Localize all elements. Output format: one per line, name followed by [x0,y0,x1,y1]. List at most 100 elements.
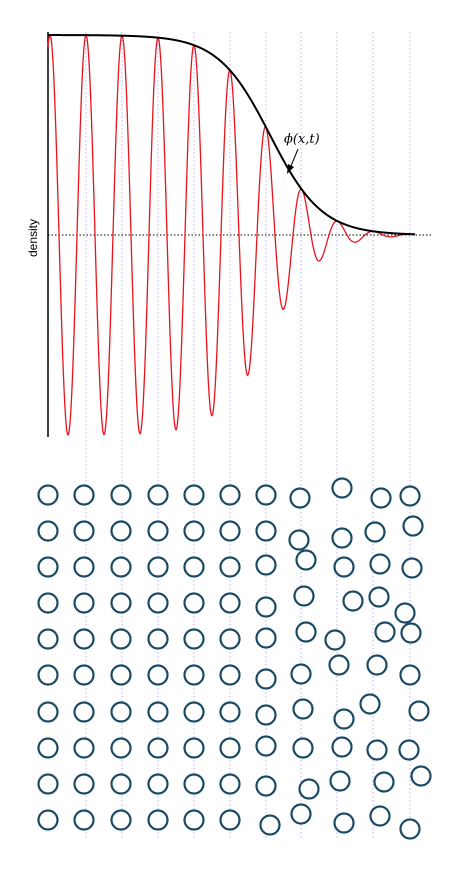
particle [183,737,205,759]
particle [298,778,320,800]
particle [219,773,241,795]
particle [110,737,132,759]
particle [399,485,421,507]
particle [402,515,424,537]
particle [73,773,95,795]
particle [147,809,169,831]
particle [290,663,312,685]
particle [410,765,432,787]
y-axis-label: density [26,219,40,257]
particle [219,556,241,578]
particle [399,818,421,840]
particle [219,592,241,614]
particle [219,664,241,686]
particle [147,556,169,578]
particle [219,484,241,506]
particle [292,737,314,759]
particle [359,693,381,715]
envelope-curve-phi [48,34,416,236]
particle [255,735,277,757]
particle [408,700,430,722]
particle [219,628,241,650]
particle [183,664,205,686]
particle [73,701,95,723]
particle [219,809,241,831]
particle [255,704,277,726]
particle [364,521,386,543]
particle [292,698,314,720]
particle [373,771,395,793]
particle [331,477,353,499]
particle [37,592,59,614]
particle [37,520,59,542]
particle [369,805,391,827]
particle [255,668,277,690]
particle [147,737,169,759]
particle [147,592,169,614]
particle [183,809,205,831]
particle [73,520,95,542]
particle [399,664,421,686]
particle [37,737,59,759]
particle [110,592,132,614]
particle [183,484,205,506]
particle [398,739,420,761]
particle [369,553,391,575]
particle [110,701,132,723]
particle [183,773,205,795]
particle [37,701,59,723]
particle [333,812,355,834]
particle-lattice [37,477,432,840]
particle [295,549,317,571]
particle [219,737,241,759]
particle [183,628,205,650]
particle [366,654,388,676]
particle [110,556,132,578]
particle [73,737,95,759]
particle [259,814,281,836]
particle [374,621,396,643]
oscillating-density-wave [47,33,416,437]
particle [255,484,277,506]
particle [290,803,312,825]
particle [331,736,353,758]
particle [147,701,169,723]
particle [295,621,317,643]
particle [110,520,132,542]
particle [147,773,169,795]
particle [255,596,277,618]
particle [219,520,241,542]
particle [331,527,353,549]
particle [110,628,132,650]
particle [370,487,392,509]
particle [147,520,169,542]
particle [73,556,95,578]
particle [183,556,205,578]
particle [73,592,95,614]
particle [400,622,422,644]
particle [110,664,132,686]
particle [255,520,277,542]
particle [329,770,351,792]
particle [183,701,205,723]
particle [333,556,355,578]
particle [37,773,59,795]
particle [328,654,350,676]
particle [37,664,59,686]
particle [394,602,416,624]
particle [147,628,169,650]
vertical-guide-lines [85,32,411,840]
particle [73,484,95,506]
particle [37,809,59,831]
particle [288,529,310,551]
particle [147,484,169,506]
particle [342,590,364,612]
curve-label-arrowhead [287,164,294,174]
particle [37,484,59,506]
particle [366,739,388,761]
curve-label: ϕ(x,t) [284,132,320,147]
particle [73,628,95,650]
particle [37,628,59,650]
particle [73,809,95,831]
